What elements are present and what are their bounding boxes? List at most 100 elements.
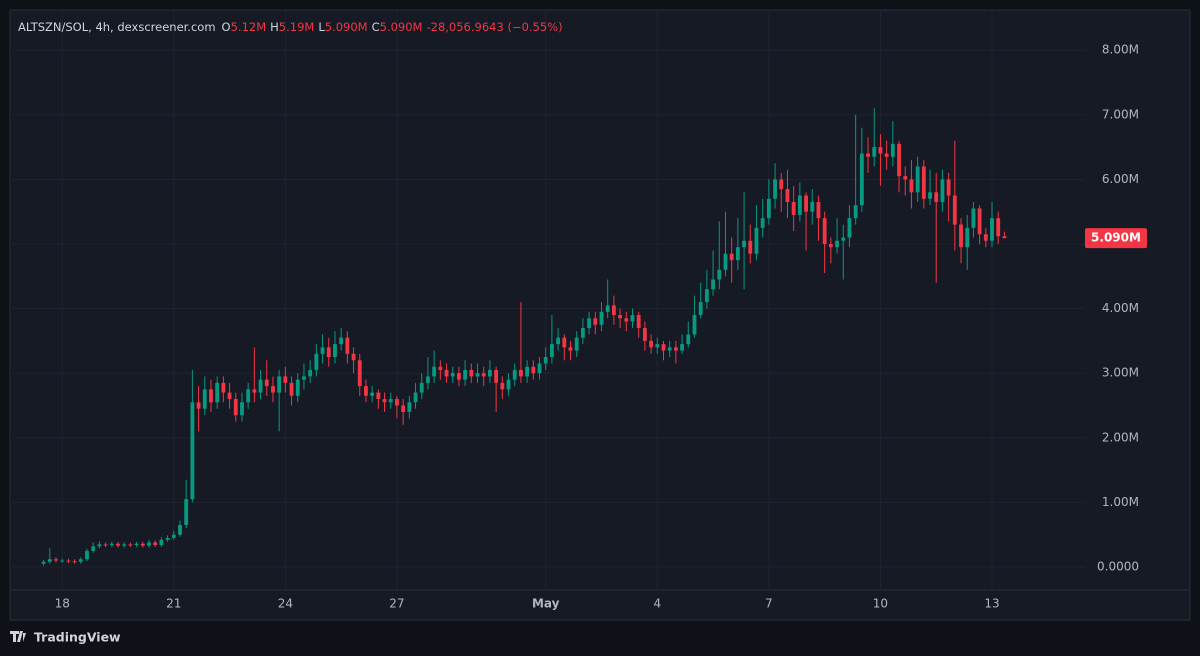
candle-body: [686, 334, 691, 345]
candle-body: [190, 402, 195, 500]
candle-body: [326, 347, 331, 358]
candle-body: [859, 153, 864, 206]
candle-body: [816, 201, 821, 219]
candle-body: [599, 311, 604, 325]
x-tick-label: 7: [765, 597, 773, 611]
candle-body: [450, 373, 455, 377]
candle-body: [116, 543, 120, 546]
candle-body: [122, 544, 127, 546]
candle-body: [320, 347, 325, 354]
candle-body: [928, 192, 932, 199]
candle-body: [568, 347, 573, 351]
candle-body: [140, 543, 145, 546]
candle-body: [395, 399, 399, 406]
candle-body: [240, 402, 244, 416]
candle-body: [481, 373, 486, 377]
candle-body: [636, 315, 641, 328]
y-tick-label: 3.00M: [1102, 366, 1139, 380]
candle-body: [364, 386, 368, 396]
candle-body: [419, 382, 424, 393]
candle-body: [54, 559, 58, 561]
symbol: ALTSZN/SOL, 4h, dexscreener.com: [18, 20, 216, 34]
candle-body: [469, 369, 474, 377]
candle-body: [438, 366, 443, 370]
candle-body: [66, 560, 71, 562]
candle-body: [642, 327, 647, 341]
candle-body: [841, 237, 846, 241]
candle-body: [822, 218, 827, 244]
watermark-text: TradingView: [34, 630, 121, 645]
y-tick-label: 1.00M: [1102, 495, 1139, 509]
candle-body: [85, 550, 89, 560]
x-tick-label: 27: [389, 597, 404, 611]
candle-body: [562, 337, 567, 348]
candle-body: [971, 208, 976, 228]
candle-body: [91, 546, 96, 551]
candle-body: [797, 195, 802, 215]
candle-body: [196, 402, 201, 409]
candle-body: [258, 379, 263, 393]
candle-body: [605, 305, 610, 312]
candle-body: [990, 218, 994, 241]
x-tick-label: May: [532, 597, 560, 611]
candle-body: [655, 344, 660, 348]
ohlc-key: O: [222, 20, 231, 34]
candle-body: [773, 179, 777, 199]
candle-body: [271, 386, 275, 393]
candle-body: [649, 340, 654, 348]
grid: [12, 10, 1085, 590]
candle-body: [388, 399, 393, 403]
candle-body: [153, 542, 158, 546]
candle-body: [673, 347, 678, 351]
candle-body: [624, 318, 629, 322]
candle-body: [314, 353, 319, 370]
candle-body: [1002, 236, 1007, 239]
candle-body: [277, 376, 282, 393]
tradingview-logo: [10, 631, 26, 642]
candle-body: [376, 392, 381, 400]
candle-body: [215, 382, 220, 403]
y-tick-label: 6.00M: [1102, 172, 1139, 186]
candle-body: [109, 543, 114, 546]
candle-body: [878, 147, 883, 154]
candle-body: [159, 539, 164, 546]
candle-body: [134, 543, 139, 546]
candle-body: [996, 218, 1001, 237]
candle-body: [184, 499, 189, 526]
candle-body: [295, 379, 300, 396]
candle-body: [983, 234, 988, 241]
candle-body: [965, 227, 970, 248]
candle-body: [494, 369, 499, 383]
candle-body: [382, 399, 387, 403]
candle-body: [754, 227, 759, 254]
candle-body: [401, 405, 406, 412]
candle-body: [463, 369, 468, 380]
candle-body: [72, 561, 77, 563]
candle-body: [556, 337, 561, 345]
candle-body: [47, 559, 52, 562]
candle-body: [426, 376, 430, 383]
candle-body: [165, 537, 170, 540]
candle-body: [946, 179, 951, 196]
candle-body: [333, 344, 337, 358]
candle-body: [41, 561, 46, 564]
x-tick-label: 10: [873, 597, 888, 611]
candle-body: [525, 366, 530, 377]
candle-body: [339, 337, 344, 345]
x-tick-label: 24: [278, 597, 293, 611]
candle-body: [178, 525, 182, 535]
candle-body: [246, 389, 251, 403]
candle-body: [804, 195, 808, 212]
candle-body: [97, 544, 102, 547]
candle-body: [345, 337, 350, 354]
candle-body: [264, 379, 269, 387]
candle-body: [791, 201, 796, 215]
candle-body: [915, 166, 920, 193]
x-tick-label: 4: [653, 597, 661, 611]
candle-body: [302, 376, 306, 380]
candle-body: [959, 224, 963, 248]
last-price-box: [1085, 228, 1147, 249]
candle-body: [531, 366, 536, 374]
candle-body: [227, 392, 232, 400]
candle-body: [723, 253, 728, 270]
